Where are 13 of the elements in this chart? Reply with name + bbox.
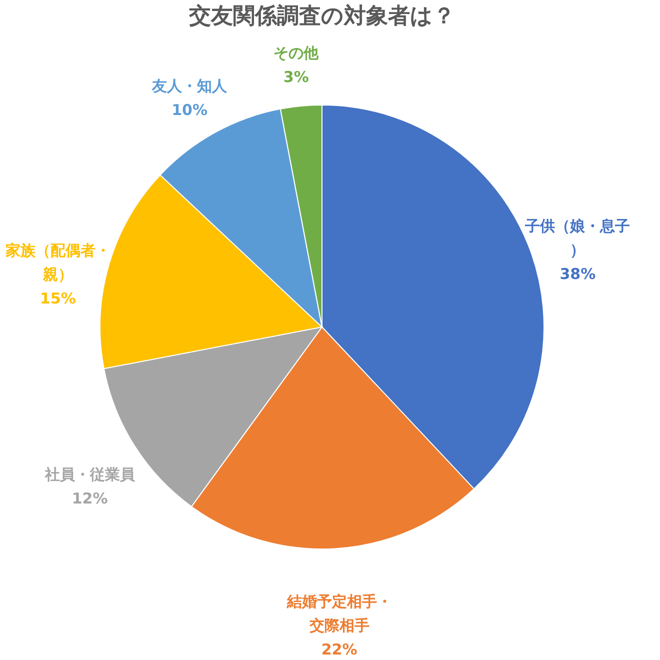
data-label: 22% <box>321 640 358 658</box>
data-label: 12% <box>72 489 108 508</box>
data-label: 38% <box>560 264 596 283</box>
data-label: 10% <box>172 101 208 120</box>
data-label: 15% <box>40 289 76 308</box>
slice-label: 友人・知人 <box>151 77 228 96</box>
slice-label: 家族（配偶者・親） <box>4 241 110 284</box>
chart-title: 交友関係調査の対象者は？ <box>188 3 455 29</box>
slice-label: 子供（娘・息子） <box>524 216 630 259</box>
slice-label: その他 <box>274 44 320 62</box>
data-label: 3% <box>283 68 309 86</box>
slice-label: 社員・従業員 <box>44 465 136 484</box>
slice-label: 結婚予定相手・交際相手 <box>286 592 392 634</box>
